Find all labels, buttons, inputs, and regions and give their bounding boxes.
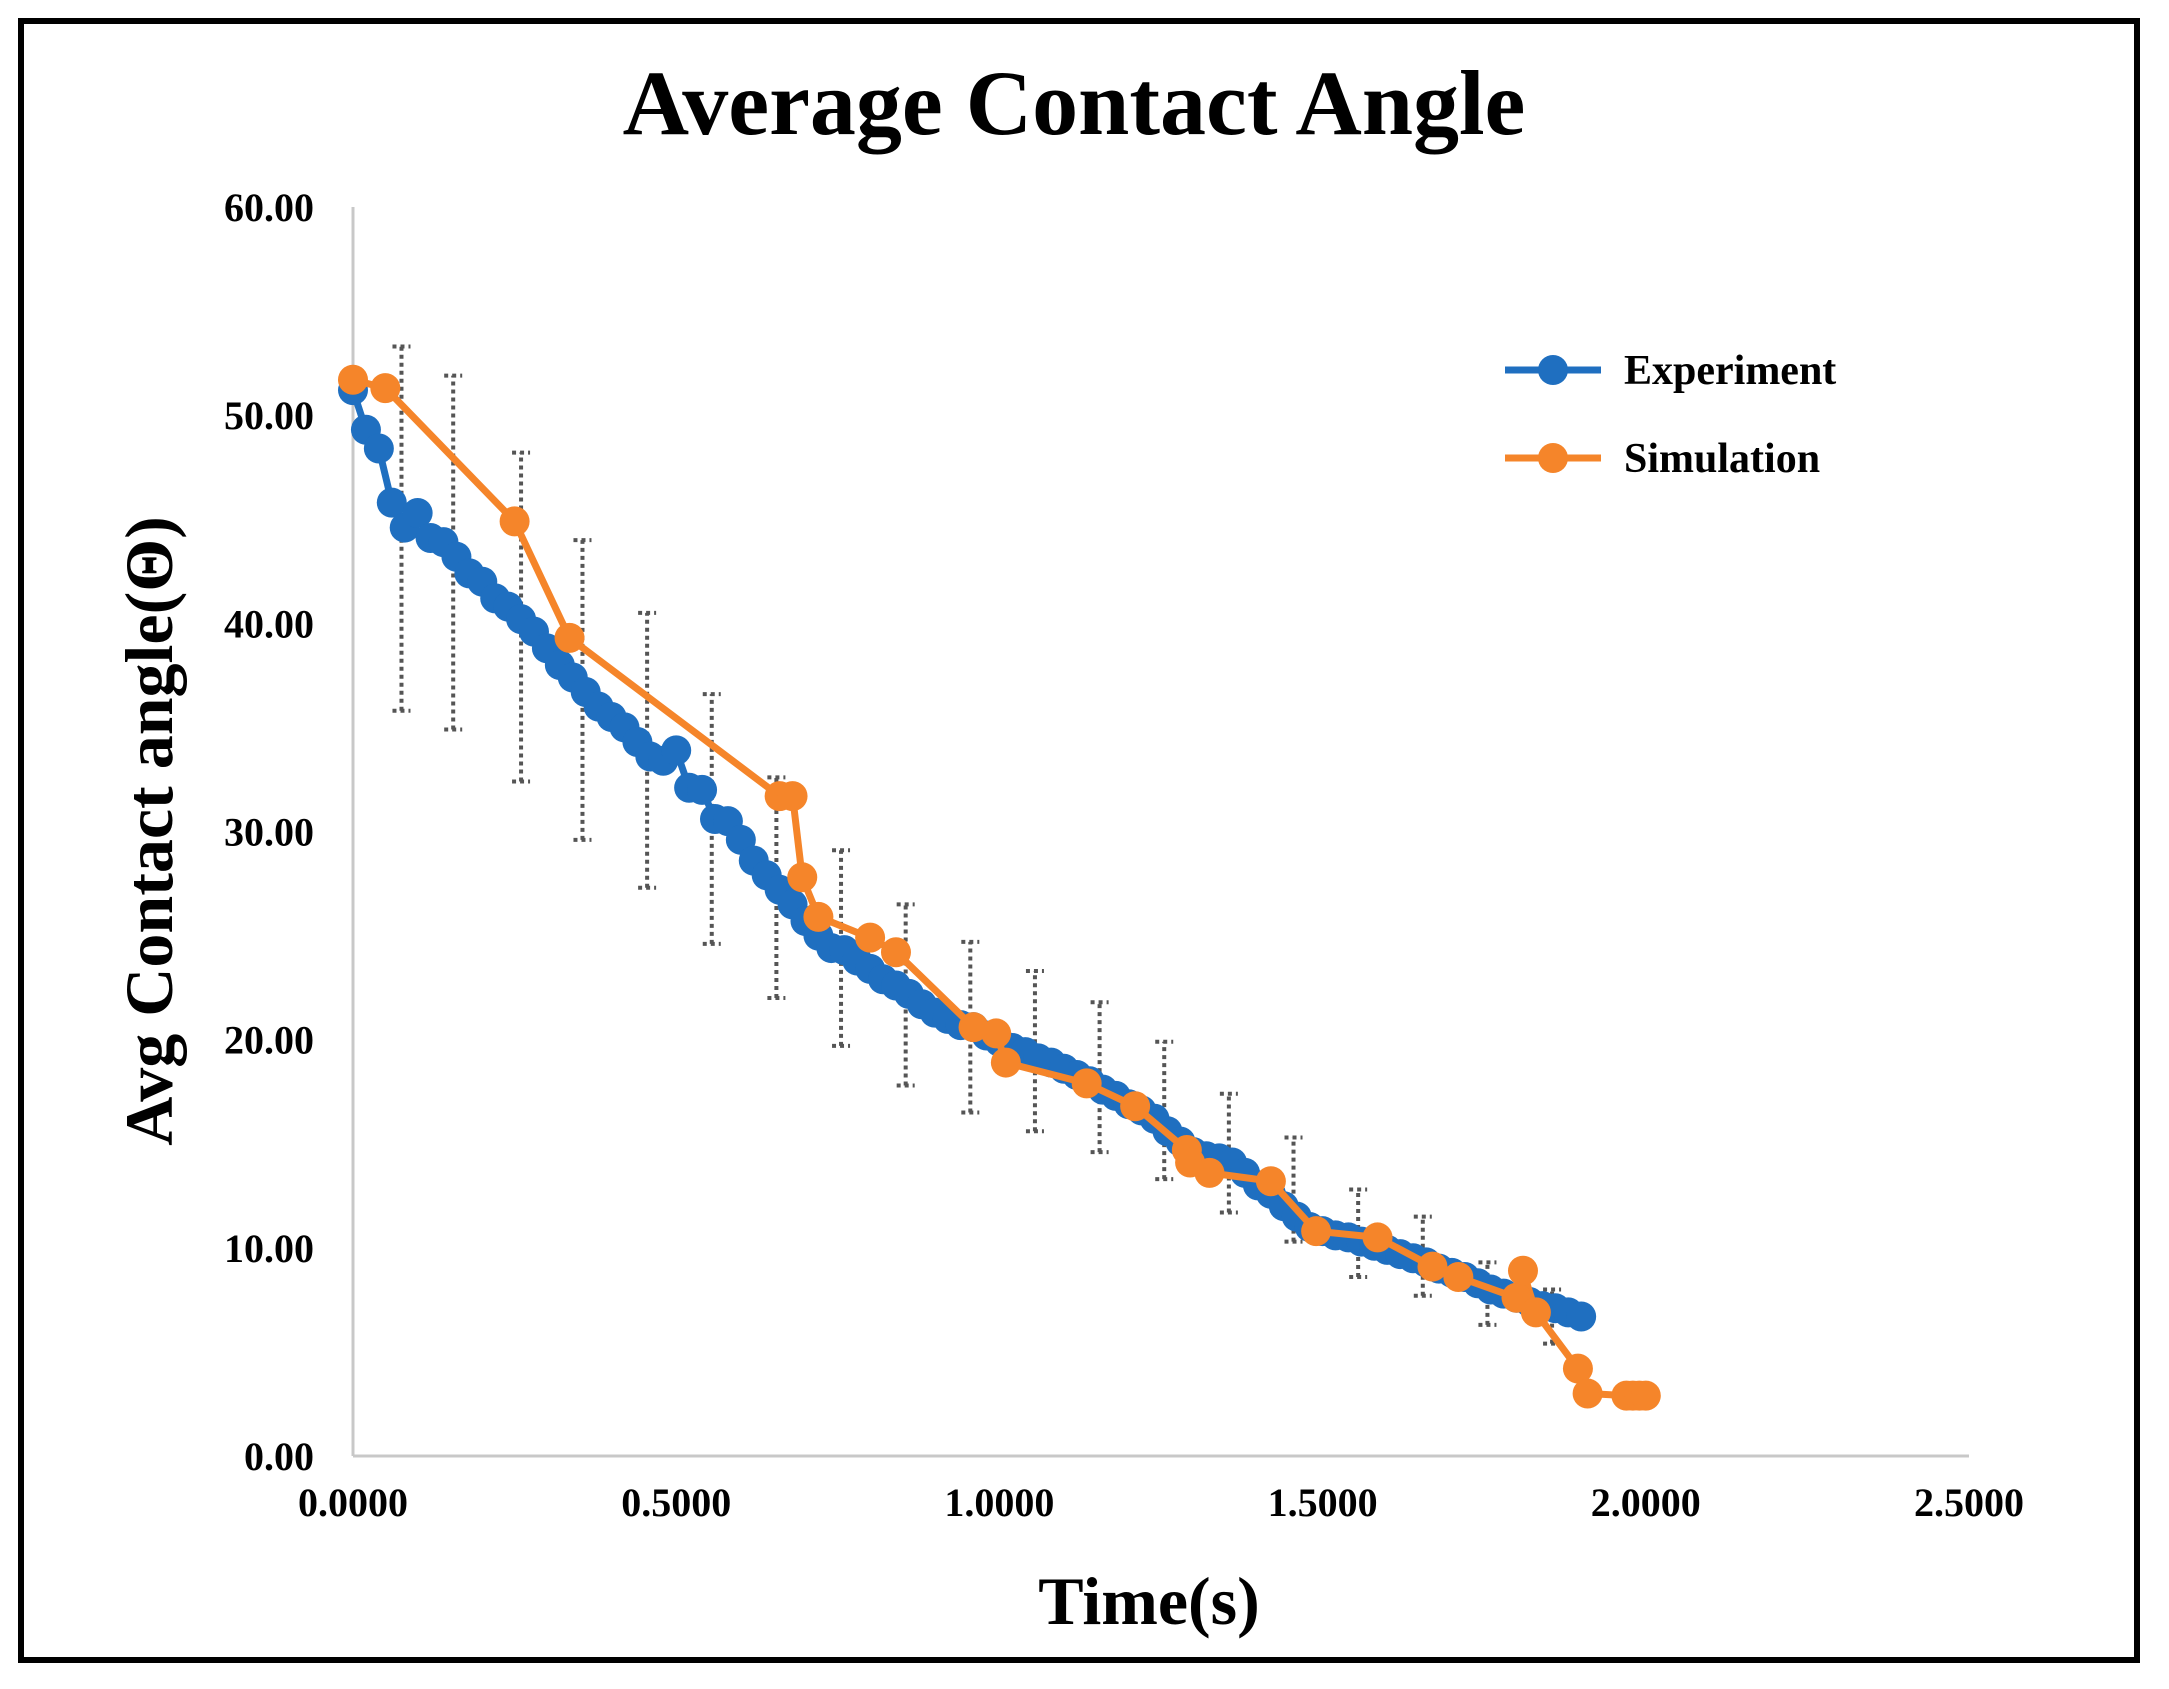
y-tick-label: 40.00	[224, 601, 314, 646]
x-axis-label: Time(s)	[1038, 1563, 1260, 1639]
y-tick-label: 10.00	[224, 1226, 314, 1271]
series-simulation	[338, 364, 1661, 1411]
y-axis-label: Avg Contact angle(Θ)	[111, 516, 187, 1146]
data-point-simulation	[1443, 1261, 1474, 1292]
data-point-simulation	[499, 506, 530, 537]
data-point-simulation	[1507, 1255, 1538, 1286]
error-bar	[1413, 1214, 1432, 1298]
data-point-experiment	[1566, 1301, 1597, 1332]
x-tick-label: 0.0000	[298, 1480, 408, 1525]
x-tick-label: 1.0000	[944, 1480, 1054, 1525]
error-bar	[1155, 1039, 1174, 1182]
chart-svg: Average Contact Angle 0.00 10.00 20.00 30.0…	[111, 52, 2024, 1639]
data-point-simulation	[958, 1012, 989, 1043]
data-point-simulation	[990, 1047, 1021, 1078]
data-point-simulation	[370, 373, 401, 404]
data-point-simulation	[1562, 1353, 1593, 1384]
data-point-simulation	[554, 622, 585, 653]
chart-title: Average Contact Angle	[623, 52, 1526, 154]
legend-label-experiment: Experiment	[1624, 348, 1836, 394]
data-point-simulation	[855, 922, 886, 953]
error-bar	[573, 538, 592, 842]
legend-label-simulation: Simulation	[1624, 436, 1820, 482]
legend-marker-simulation	[1538, 443, 1568, 473]
data-point-simulation	[1194, 1157, 1225, 1188]
data-point-simulation	[1120, 1091, 1151, 1122]
error-bar	[961, 939, 980, 1115]
error-bar	[1478, 1260, 1497, 1327]
chart-frame: Average Contact Angle 0.00 10.00 20.00 30.0…	[18, 18, 2140, 1663]
data-point-simulation	[787, 862, 818, 893]
data-point-simulation	[1572, 1378, 1603, 1409]
legend-marker-experiment	[1538, 355, 1568, 385]
data-point-simulation	[1071, 1068, 1102, 1099]
data-point-simulation	[1301, 1216, 1332, 1247]
y-tick-label: 30.00	[224, 810, 314, 855]
data-point-simulation	[1362, 1222, 1393, 1253]
data-point-experiment	[402, 498, 433, 529]
data-point-simulation	[880, 937, 911, 968]
data-point-experiment	[363, 433, 394, 464]
y-tick-label: 50.00	[224, 393, 314, 438]
legend-item-simulation: Simulation	[1505, 436, 1820, 482]
error-bars	[392, 344, 1562, 1346]
x-tick-labels: 0.0000 0.5000 1.0000 1.5000 2.0000 2.5000	[298, 1480, 2024, 1525]
axes	[351, 207, 1969, 1458]
y-tick-label: 60.00	[224, 185, 314, 230]
series-line-experiment	[349, 389, 1583, 1320]
error-bar	[392, 344, 411, 713]
data-point-simulation	[1520, 1297, 1551, 1328]
x-tick-label: 0.5000	[621, 1480, 731, 1525]
data-point-simulation	[981, 1018, 1012, 1049]
x-tick-label: 1.5000	[1268, 1480, 1378, 1525]
x-tick-label: 2.5000	[1914, 1480, 2024, 1525]
legend-item-experiment: Experiment	[1505, 348, 1836, 394]
x-tick-label: 2.0000	[1591, 1480, 1701, 1525]
y-tick-labels: 0.00 10.00 20.00 30.00 40.00 50.00 60.00	[224, 185, 314, 1479]
data-point-simulation	[803, 901, 834, 932]
y-tick-label: 0.00	[244, 1434, 314, 1479]
error-bar	[512, 450, 531, 784]
data-point-simulation	[777, 781, 808, 812]
data-point-experiment	[687, 774, 718, 805]
error-bar	[702, 692, 721, 946]
data-point-simulation	[338, 364, 368, 395]
data-point-simulation	[1255, 1166, 1286, 1197]
data-point-simulation	[1417, 1251, 1448, 1282]
error-bar	[767, 775, 786, 1001]
data-point-simulation	[1630, 1380, 1661, 1411]
data-point-experiment	[376, 487, 407, 518]
legend: Experiment Simulation	[1505, 348, 1836, 482]
data-point-experiment	[661, 735, 692, 766]
series-line-simulation	[352, 376, 1646, 1400]
y-tick-label: 20.00	[224, 1018, 314, 1063]
